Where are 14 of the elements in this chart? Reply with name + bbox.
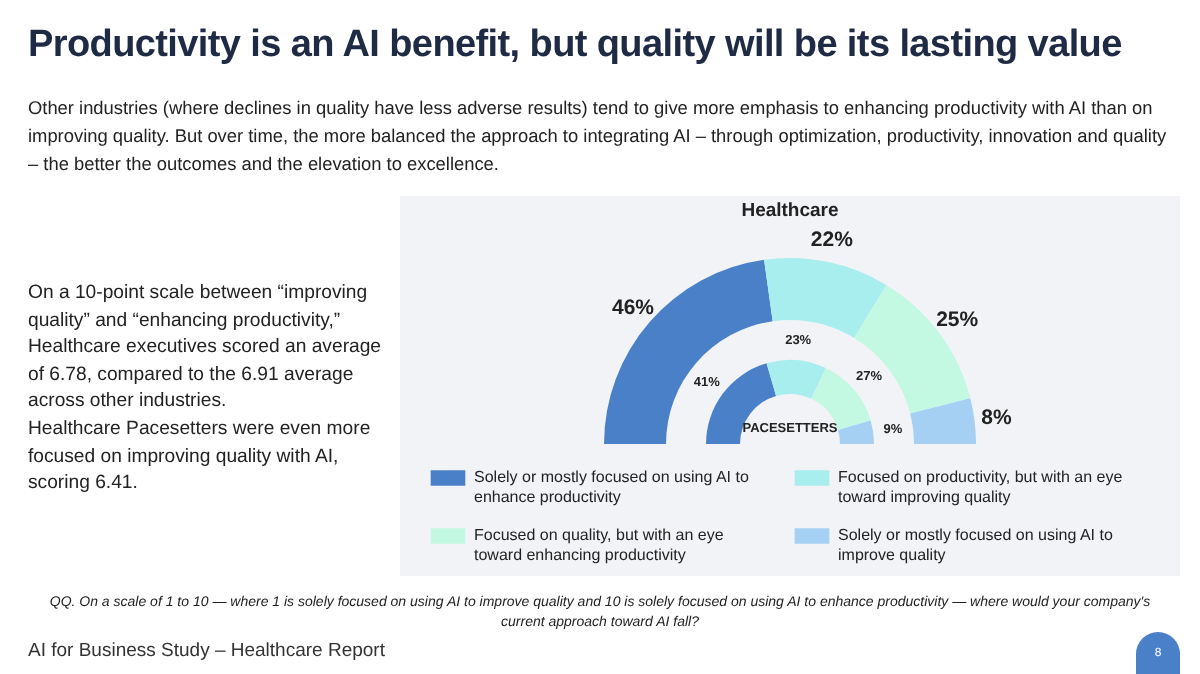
text: Other industries (where declines in quality have less adverse results) tend to give more emphasis to enhancing productivity with AI than on improving quality. But over time, the more balanced the approach to integrating AI – through optimization, productivity, innovation and quality – the better the outcomes and the elevation to excellence. (28, 96, 1169, 178)
data-label: 8% (981, 406, 1013, 431)
text: Productivity is an AI benefit, but quality will be its lasting value (28, 24, 1122, 68)
text: On a 10-point scale between “improving quality” and “enhancing productivity,” Healthcare executives scored an average of 6.78, compared to the 6.91 average across other industries. (28, 280, 384, 415)
slice-label: Healthcare (741, 200, 839, 222)
data-label: 25% (936, 308, 980, 333)
data-label: 46% (611, 295, 656, 320)
data-label: 22% (810, 228, 855, 253)
legend-label: Focused on quality, but with an eye toward enhancing productivity (474, 526, 725, 564)
text: Healthcare Pacesetters were even more focused on improving quality with AI, scoring 6.41. (28, 416, 373, 497)
legend-label: Solely or mostly focused on using AI to improve quality (838, 526, 1114, 564)
text: AI for Business Study – Healthcare Report (28, 640, 385, 662)
legend-label: Solely or mostly focused on using AI to enhance productivity (474, 468, 750, 506)
legend-label: Focused on productivity, but with an eye toward improving quality (838, 468, 1124, 506)
